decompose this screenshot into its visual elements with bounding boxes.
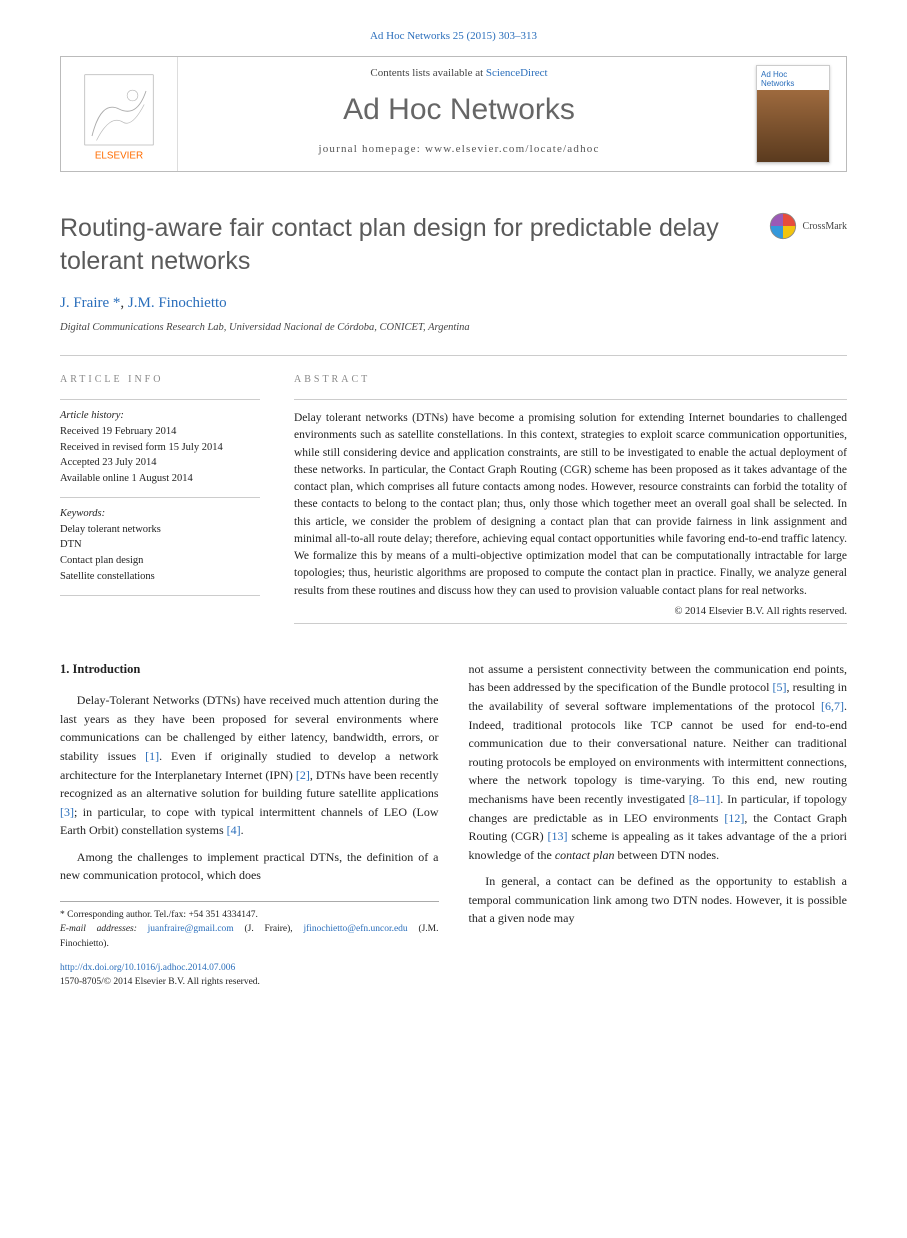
page-container: Ad Hoc Networks 25 (2015) 303–313 ELSEVI… (0, 0, 907, 1029)
header-right (740, 57, 846, 171)
email-line: E-mail addresses: juanfraire@gmail.com (… (60, 922, 439, 951)
abstract-text: Delay tolerant networks (DTNs) have beco… (294, 399, 847, 600)
publisher-logo-box: ELSEVIER (61, 57, 178, 171)
ref-link[interactable]: [8–11] (689, 792, 721, 806)
keywords-label: Keywords: (60, 506, 260, 522)
ref-link[interactable]: [6,7] (821, 699, 844, 713)
history-item: Received in revised form 15 July 2014 (60, 440, 260, 456)
abstract-col: ABSTRACT Delay tolerant networks (DTNs) … (294, 374, 847, 624)
ref-link[interactable]: [12] (724, 811, 744, 825)
journal-name: Ad Hoc Networks (188, 93, 730, 127)
ref-link[interactable]: [3] (60, 805, 74, 819)
body-para: In general, a contact can be defined as … (469, 872, 848, 928)
history-item: Received 19 February 2014 (60, 424, 260, 440)
article-info-col: ARTICLE INFO Article history: Received 1… (60, 374, 260, 624)
abstract-heading: ABSTRACT (294, 374, 847, 385)
body-para: not assume a persistent connectivity bet… (469, 660, 848, 865)
column-left: 1. Introduction Delay-Tolerant Networks … (60, 660, 439, 990)
history-block: Article history: Received 19 February 20… (60, 399, 260, 497)
article-info-heading: ARTICLE INFO (60, 374, 260, 385)
ref-link[interactable]: [4] (227, 823, 241, 837)
history-item: Available online 1 August 2014 (60, 471, 260, 487)
crossmark-label: CrossMark (803, 221, 847, 232)
email-link-2[interactable]: jfinochietto@efn.uncor.edu (303, 924, 407, 934)
email-link-1[interactable]: juanfraire@gmail.com (148, 924, 234, 934)
corr-marker: * (109, 295, 120, 311)
section-1-heading: 1. Introduction (60, 660, 439, 679)
keyword: Contact plan design (60, 553, 260, 569)
keyword: Satellite constellations (60, 569, 260, 585)
history-item: Accepted 23 July 2014 (60, 455, 260, 471)
doi-link[interactable]: http://dx.doi.org/10.1016/j.adhoc.2014.0… (60, 963, 235, 973)
contents-line: Contents lists available at ScienceDirec… (188, 67, 730, 79)
column-right: not assume a persistent connectivity bet… (469, 660, 848, 990)
ref-link[interactable]: [13] (548, 829, 568, 843)
body-para: Among the challenges to implement practi… (60, 848, 439, 885)
journal-cover-thumb (756, 65, 830, 163)
footnotes: * Corresponding author. Tel./fax: +54 35… (60, 901, 439, 951)
author-link-1[interactable]: J. Fraire (60, 295, 109, 311)
elsevier-logo: ELSEVIER (79, 73, 159, 163)
body-columns: 1. Introduction Delay-Tolerant Networks … (60, 660, 847, 990)
affiliation: Digital Communications Research Lab, Uni… (60, 322, 847, 333)
author-link-2[interactable]: J.M. Finochietto (128, 295, 227, 311)
corresponding-author: * Corresponding author. Tel./fax: +54 35… (60, 908, 439, 922)
keywords-block: Keywords: Delay tolerant networks DTN Co… (60, 497, 260, 596)
sciencedirect-link[interactable]: ScienceDirect (486, 67, 548, 79)
body-para: Delay-Tolerant Networks (DTNs) have rece… (60, 691, 439, 840)
crossmark-icon (769, 212, 797, 240)
bottom-meta: http://dx.doi.org/10.1016/j.adhoc.2014.0… (60, 961, 439, 990)
issn-copyright: 1570-8705/© 2014 Elsevier B.V. All right… (60, 977, 260, 987)
ref-link[interactable]: [2] (296, 768, 310, 782)
homepage-url[interactable]: www.elsevier.com/locate/adhoc (425, 143, 600, 155)
info-abstract-row: ARTICLE INFO Article history: Received 1… (60, 355, 847, 624)
keyword: DTN (60, 537, 260, 553)
crossmark-badge[interactable]: CrossMark (769, 212, 847, 240)
history-label: Article history: (60, 408, 260, 424)
title-row: Routing-aware fair contact plan design f… (60, 212, 847, 277)
keyword: Delay tolerant networks (60, 522, 260, 538)
citation-line: Ad Hoc Networks 25 (2015) 303–313 (60, 30, 847, 42)
ref-link[interactable]: [1] (145, 749, 159, 763)
authors-line: J. Fraire *, J.M. Finochietto (60, 295, 847, 312)
abstract-copyright: © 2014 Elsevier B.V. All rights reserved… (294, 606, 847, 617)
homepage-line: journal homepage: www.elsevier.com/locat… (188, 143, 730, 155)
journal-header: ELSEVIER Contents lists available at Sci… (60, 56, 847, 172)
publisher-name: ELSEVIER (95, 151, 143, 162)
article-title: Routing-aware fair contact plan design f… (60, 212, 769, 277)
ref-link[interactable]: [5] (773, 680, 787, 694)
header-center: Contents lists available at ScienceDirec… (178, 57, 740, 171)
